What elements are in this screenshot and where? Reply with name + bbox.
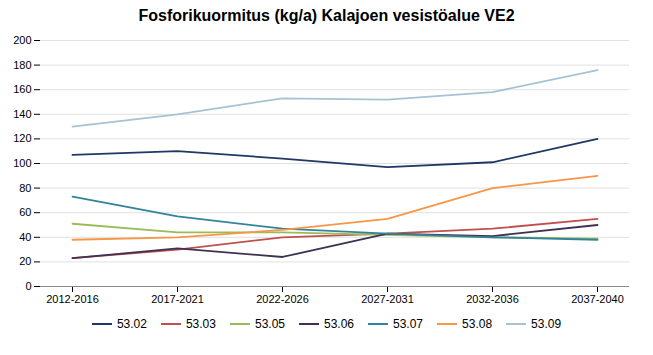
- svg-text:2037-2040: 2037-2040: [571, 293, 624, 305]
- svg-text:2022-2026: 2022-2026: [256, 293, 309, 305]
- svg-text:120: 120: [13, 132, 31, 144]
- svg-text:140: 140: [13, 108, 31, 120]
- svg-text:80: 80: [19, 182, 31, 194]
- svg-text:200: 200: [13, 34, 31, 46]
- html-text:53.06: 53.06: [324, 317, 354, 331]
- svg-text:40: 40: [19, 231, 31, 243]
- svg-text:180: 180: [13, 59, 31, 71]
- html-text:53.05: 53.05: [255, 317, 285, 331]
- svg-text:20: 20: [19, 255, 31, 267]
- svg-text:2012-2016: 2012-2016: [46, 293, 99, 305]
- html-text:53.08: 53.08: [462, 317, 493, 331]
- svg-text:60: 60: [19, 206, 31, 218]
- svg-text:0: 0: [25, 280, 31, 292]
- html-text:53.03: 53.03: [185, 317, 216, 331]
- svg-text:2032-2036: 2032-2036: [466, 293, 519, 305]
- svg-text:160: 160: [13, 83, 31, 95]
- html-text:53.02: 53.02: [116, 317, 147, 331]
- svg-text:2017-2021: 2017-2021: [151, 293, 204, 305]
- html-text:53.09: 53.09: [531, 317, 562, 331]
- svg-text:2027-2031: 2027-2031: [361, 293, 414, 305]
- html-text:53.07: 53.07: [393, 317, 423, 331]
- html-text:Fosforikuormitus (kg/a) Kalajo: Fosforikuormitus (kg/a) Kalajoen vesistö…: [138, 7, 515, 24]
- svg-text:100: 100: [13, 157, 31, 169]
